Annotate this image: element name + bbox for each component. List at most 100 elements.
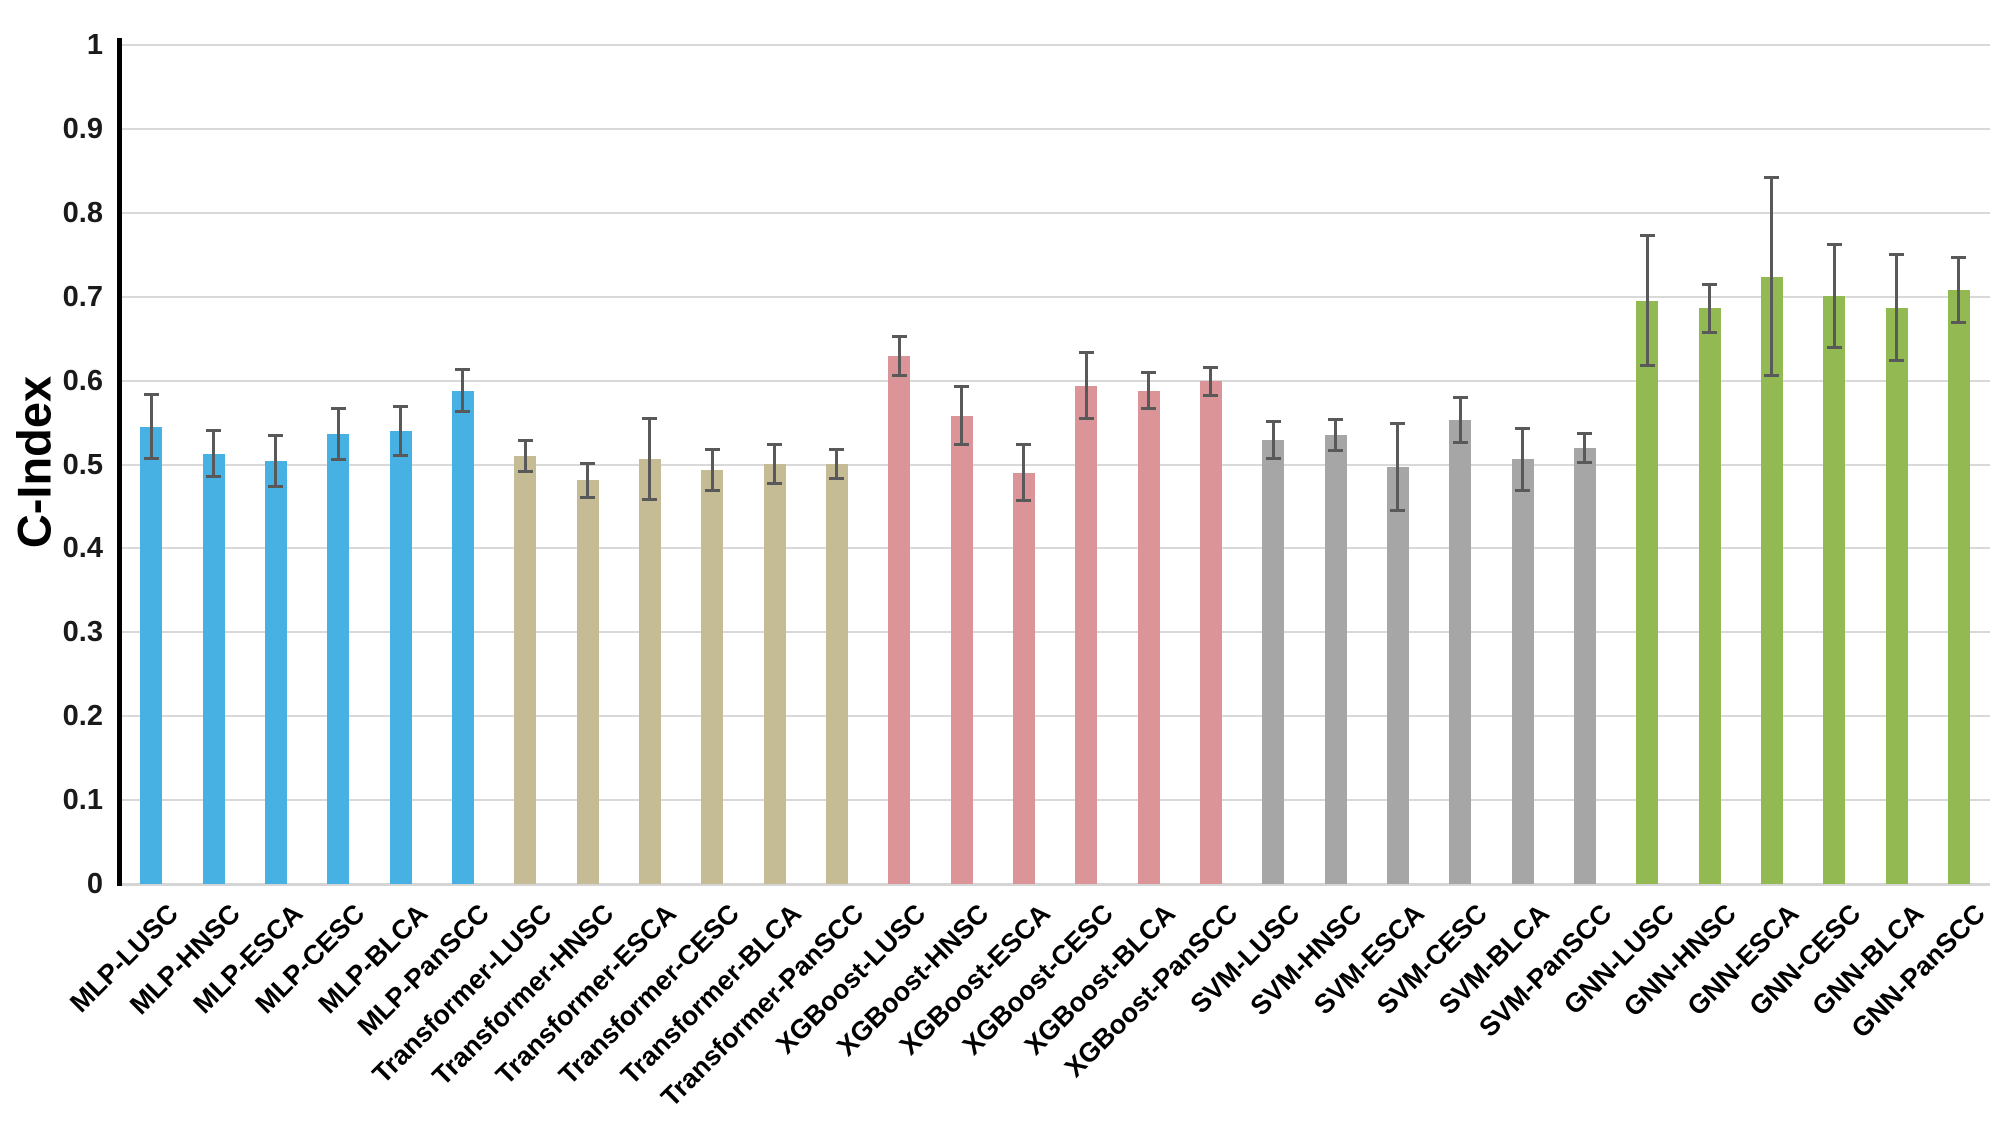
bar-XGBoost-ESCA [1012, 472, 1035, 884]
error-bar-cap-bottom [1826, 345, 1842, 349]
bar-XGBoost-PanSCC [1199, 381, 1222, 884]
gridline [120, 463, 1990, 466]
error-bar-cap-top [1951, 256, 1967, 260]
error-bar-cap-top [1702, 283, 1717, 287]
error-bar-MLP-PanSCC [461, 368, 465, 413]
error-bar-cap-bottom [1078, 417, 1094, 421]
y-tick-label: 0.5 [62, 448, 103, 481]
bar-MLP-CESC [327, 434, 350, 884]
bar-MLP-BLCA [389, 430, 412, 884]
error-bar-cap-bottom [1764, 374, 1780, 378]
error-bar-cap-top [704, 448, 720, 452]
error-bar-cap-top [517, 439, 533, 443]
y-tick-label: 0.2 [62, 700, 103, 733]
bar-XGBoost-LUSC [888, 356, 911, 884]
error-bar-Transformer-PanSCC [835, 448, 839, 479]
bar-GNN-BLCA [1885, 307, 1908, 884]
error-bar-cap-bottom [642, 497, 658, 501]
gridline [120, 44, 1990, 46]
error-bar-cap-bottom [1328, 449, 1343, 453]
error-bar-cap-top [642, 416, 658, 420]
error-bar-Transformer-CESC [710, 449, 714, 492]
error-bar-XGBoost-HNSC [960, 386, 963, 446]
bar-Transformer-ESCA [638, 458, 661, 884]
gridline [120, 379, 1990, 382]
error-bar-cap-top [1265, 419, 1281, 423]
error-bar-cap-bottom [455, 410, 471, 414]
bar-GNN-CESC [1823, 295, 1846, 884]
error-bar-cap-bottom [704, 489, 720, 493]
error-bar-cap-top [330, 407, 346, 411]
error-bar-cap-bottom [1515, 488, 1530, 492]
bar-GNN-HNSC [1698, 308, 1721, 884]
error-bar-MLP-ESCA [274, 435, 278, 488]
error-bar-cap-bottom [1452, 440, 1468, 444]
error-bar-SVM-BLCA [1521, 428, 1524, 491]
error-bar-SVM-PanSCC [1583, 432, 1587, 463]
gridline [120, 295, 1990, 298]
error-bar-SVM-LUSC [1271, 420, 1275, 460]
error-bar-SVM-ESCA [1396, 422, 1400, 512]
y-tick-label: 0.9 [62, 112, 103, 145]
gridline [120, 127, 1990, 130]
y-tick-label: 0.8 [62, 196, 103, 229]
error-bar-cap-top [393, 404, 408, 408]
y-tick-label: 0.6 [62, 364, 103, 397]
error-bar-cap-top [767, 442, 782, 446]
error-bar-GNN-PanSCC [1957, 257, 1961, 323]
error-bar-cap-top [1826, 242, 1842, 246]
error-bar-cap-bottom [1390, 509, 1406, 513]
error-bar-GNN-ESCA [1770, 176, 1774, 377]
bar-Transformer-PanSCC [825, 463, 848, 884]
y-tick-label: 0.1 [62, 784, 103, 817]
bar-Transformer-BLCA [763, 463, 786, 884]
y-tick-label: 0.7 [62, 280, 103, 313]
error-bar-cap-bottom [1951, 320, 1967, 324]
error-bar-cap-top [1764, 175, 1780, 179]
bar-GNN-ESCA [1760, 276, 1783, 884]
error-bar-cap-bottom [954, 443, 969, 447]
error-bar-cap-bottom [580, 496, 595, 500]
bar-SVM-ESCA [1386, 467, 1409, 884]
error-bar-GNN-LUSC [1645, 235, 1649, 367]
error-bar-cap-bottom [1577, 460, 1593, 464]
error-bar-cap-bottom [1265, 457, 1281, 461]
error-bar-cap-top [1452, 396, 1468, 400]
error-bar-cap-top [1016, 443, 1032, 447]
error-bar-cap-bottom [1016, 499, 1032, 503]
gridline [120, 547, 1990, 550]
bar-MLP-ESCA [264, 461, 287, 884]
bar-Transformer-HNSC [576, 480, 599, 884]
error-bar-cap-top [455, 367, 471, 371]
y-tick-label: 0.3 [62, 616, 103, 649]
error-bar-XGBoost-BLCA [1147, 372, 1150, 410]
error-bar-cap-bottom [1203, 393, 1219, 397]
error-bar-cap-top [1889, 252, 1904, 256]
bar-MLP-HNSC [202, 453, 225, 884]
error-bar-SVM-CESC [1458, 397, 1462, 443]
bar-SVM-CESC [1449, 420, 1472, 884]
bar-Transformer-CESC [701, 470, 724, 884]
error-bar-cap-top [1328, 418, 1343, 422]
bar-SVM-PanSCC [1573, 447, 1596, 884]
bar-MLP-PanSCC [451, 390, 474, 884]
error-bar-Transformer-LUSC [523, 440, 527, 473]
bar-GNN-PanSCC [1947, 289, 1970, 884]
error-bar-cap-bottom [393, 454, 408, 458]
y-tick-label: 0.4 [62, 532, 103, 565]
bar-SVM-LUSC [1262, 440, 1285, 884]
error-bar-MLP-CESC [336, 408, 340, 461]
error-bar-cap-top [268, 434, 284, 438]
error-bar-cap-top [1577, 431, 1593, 435]
y-axis-line [117, 38, 122, 886]
gridline [120, 715, 1990, 718]
error-bar-MLP-HNSC [212, 430, 215, 478]
error-bar-cap-bottom [268, 485, 284, 489]
error-bar-cap-top [829, 447, 845, 451]
error-bar-cap-bottom [1141, 407, 1156, 411]
error-bar-cap-top [1515, 427, 1530, 431]
error-bar-cap-bottom [143, 457, 159, 461]
error-bar-cap-top [143, 393, 159, 397]
error-bar-XGBoost-PanSCC [1209, 367, 1213, 396]
